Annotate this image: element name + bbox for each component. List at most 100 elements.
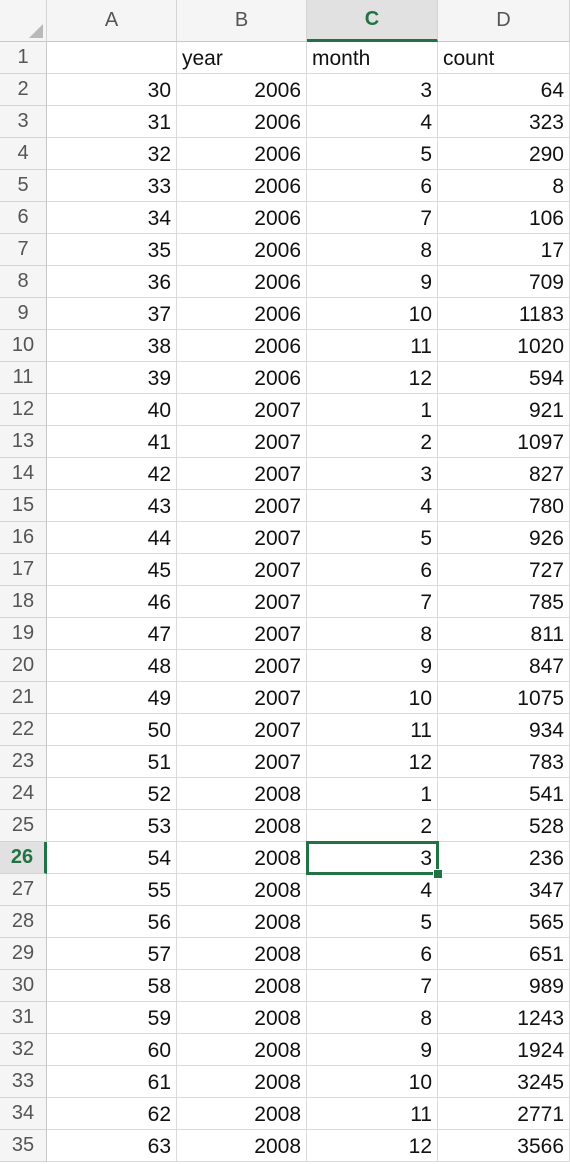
cell-c25[interactable]: 2	[307, 810, 438, 842]
row-header-16[interactable]: 16	[0, 522, 47, 554]
cell-d10[interactable]: 1020	[438, 330, 570, 362]
cell-c6[interactable]: 7	[307, 202, 438, 234]
cell-d29[interactable]: 651	[438, 938, 570, 970]
select-all-corner[interactable]	[0, 0, 47, 42]
row-header-1[interactable]: 1	[0, 42, 47, 74]
cell-d24[interactable]: 541	[438, 778, 570, 810]
cell-d6[interactable]: 106	[438, 202, 570, 234]
cell-d34[interactable]: 2771	[438, 1098, 570, 1130]
cell-c35[interactable]: 12	[307, 1130, 438, 1162]
cell-a16[interactable]: 44	[47, 522, 177, 554]
row-header-19[interactable]: 19	[0, 618, 47, 650]
cell-d21[interactable]: 1075	[438, 682, 570, 714]
row-header-14[interactable]: 14	[0, 458, 47, 490]
cell-d8[interactable]: 709	[438, 266, 570, 298]
row-header-25[interactable]: 25	[0, 810, 47, 842]
cell-b20[interactable]: 2007	[177, 650, 307, 682]
cell-b7[interactable]: 2006	[177, 234, 307, 266]
cell-d13[interactable]: 1097	[438, 426, 570, 458]
cell-a1[interactable]	[47, 42, 177, 74]
cell-d3[interactable]: 323	[438, 106, 570, 138]
cell-c11[interactable]: 12	[307, 362, 438, 394]
cell-a27[interactable]: 55	[47, 874, 177, 906]
cell-a33[interactable]: 61	[47, 1066, 177, 1098]
cell-b24[interactable]: 2008	[177, 778, 307, 810]
cell-a29[interactable]: 57	[47, 938, 177, 970]
cell-c5[interactable]: 6	[307, 170, 438, 202]
cell-c20[interactable]: 9	[307, 650, 438, 682]
cell-c29[interactable]: 6	[307, 938, 438, 970]
cell-b13[interactable]: 2007	[177, 426, 307, 458]
cell-b4[interactable]: 2006	[177, 138, 307, 170]
row-header-29[interactable]: 29	[0, 938, 47, 970]
cell-a14[interactable]: 42	[47, 458, 177, 490]
cell-d18[interactable]: 785	[438, 586, 570, 618]
column-header-a[interactable]: A	[47, 0, 177, 42]
cell-d20[interactable]: 847	[438, 650, 570, 682]
cell-b19[interactable]: 2007	[177, 618, 307, 650]
cell-a24[interactable]: 52	[47, 778, 177, 810]
cell-d1[interactable]: count	[438, 42, 570, 74]
row-header-7[interactable]: 7	[0, 234, 47, 266]
cell-a18[interactable]: 46	[47, 586, 177, 618]
fill-handle[interactable]	[433, 869, 443, 879]
cell-b5[interactable]: 2006	[177, 170, 307, 202]
cell-b12[interactable]: 2007	[177, 394, 307, 426]
cell-b29[interactable]: 2008	[177, 938, 307, 970]
cell-c10[interactable]: 11	[307, 330, 438, 362]
cell-d15[interactable]: 780	[438, 490, 570, 522]
column-header-b[interactable]: B	[177, 0, 307, 42]
cell-c21[interactable]: 10	[307, 682, 438, 714]
cell-d28[interactable]: 565	[438, 906, 570, 938]
row-header-11[interactable]: 11	[0, 362, 47, 394]
row-header-13[interactable]: 13	[0, 426, 47, 458]
cell-a9[interactable]: 37	[47, 298, 177, 330]
cell-b9[interactable]: 2006	[177, 298, 307, 330]
cell-c2[interactable]: 3	[307, 74, 438, 106]
cell-b8[interactable]: 2006	[177, 266, 307, 298]
row-header-15[interactable]: 15	[0, 490, 47, 522]
cell-b33[interactable]: 2008	[177, 1066, 307, 1098]
cell-c18[interactable]: 7	[307, 586, 438, 618]
cell-b30[interactable]: 2008	[177, 970, 307, 1002]
cell-a8[interactable]: 36	[47, 266, 177, 298]
cell-a32[interactable]: 60	[47, 1034, 177, 1066]
cell-c3[interactable]: 4	[307, 106, 438, 138]
cell-d4[interactable]: 290	[438, 138, 570, 170]
cell-c14[interactable]: 3	[307, 458, 438, 490]
row-header-28[interactable]: 28	[0, 906, 47, 938]
cell-a20[interactable]: 48	[47, 650, 177, 682]
cell-a10[interactable]: 38	[47, 330, 177, 362]
row-header-12[interactable]: 12	[0, 394, 47, 426]
cell-b10[interactable]: 2006	[177, 330, 307, 362]
cell-a5[interactable]: 33	[47, 170, 177, 202]
cell-d33[interactable]: 3245	[438, 1066, 570, 1098]
cell-c34[interactable]: 11	[307, 1098, 438, 1130]
cell-b23[interactable]: 2007	[177, 746, 307, 778]
cell-a19[interactable]: 47	[47, 618, 177, 650]
cell-c4[interactable]: 5	[307, 138, 438, 170]
row-header-34[interactable]: 34	[0, 1098, 47, 1130]
cell-b26[interactable]: 2008	[177, 842, 307, 874]
cell-c27[interactable]: 4	[307, 874, 438, 906]
cell-d2[interactable]: 64	[438, 74, 570, 106]
row-header-18[interactable]: 18	[0, 586, 47, 618]
cell-d5[interactable]: 8	[438, 170, 570, 202]
row-header-2[interactable]: 2	[0, 74, 47, 106]
row-header-6[interactable]: 6	[0, 202, 47, 234]
row-header-30[interactable]: 30	[0, 970, 47, 1002]
row-header-33[interactable]: 33	[0, 1066, 47, 1098]
cell-c23[interactable]: 12	[307, 746, 438, 778]
cell-a2[interactable]: 30	[47, 74, 177, 106]
cell-a25[interactable]: 53	[47, 810, 177, 842]
cell-c19[interactable]: 8	[307, 618, 438, 650]
column-header-c[interactable]: C	[307, 0, 438, 42]
cell-a6[interactable]: 34	[47, 202, 177, 234]
cell-b34[interactable]: 2008	[177, 1098, 307, 1130]
row-header-20[interactable]: 20	[0, 650, 47, 682]
cell-a3[interactable]: 31	[47, 106, 177, 138]
cell-d7[interactable]: 17	[438, 234, 570, 266]
cell-b3[interactable]: 2006	[177, 106, 307, 138]
cell-c28[interactable]: 5	[307, 906, 438, 938]
